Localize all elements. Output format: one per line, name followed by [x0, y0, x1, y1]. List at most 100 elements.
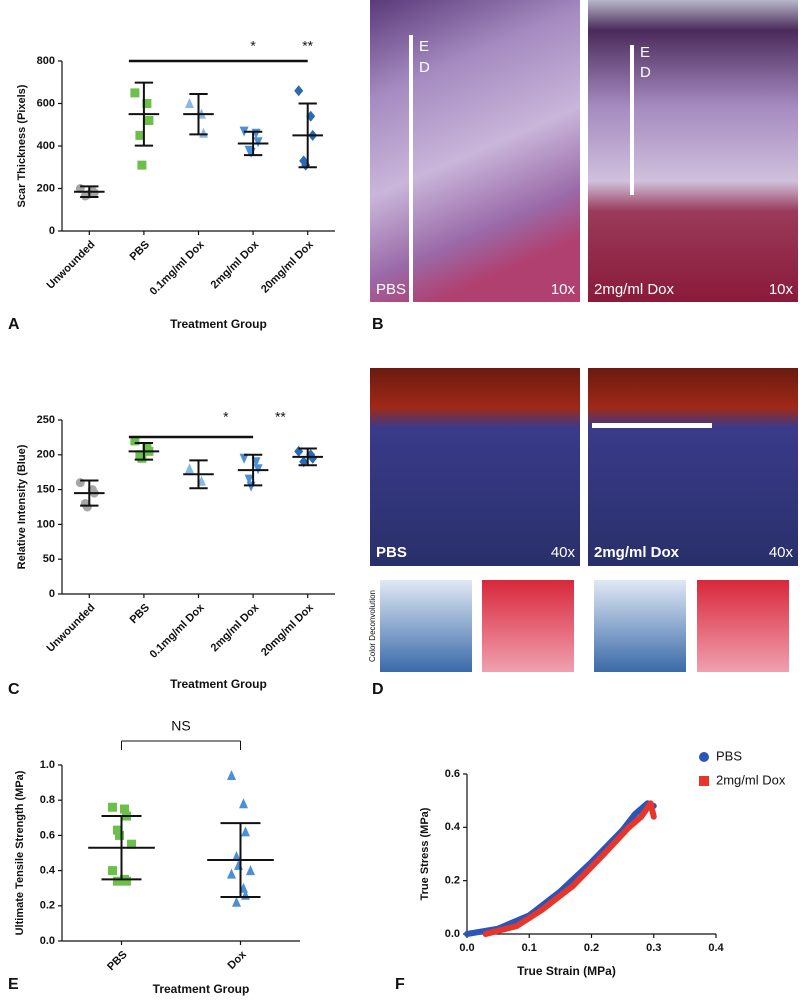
x-tick-label: 2mg/ml Dox — [209, 238, 262, 291]
y-tick-label: 1.0 — [40, 759, 55, 771]
point — [227, 770, 236, 781]
annotation: * — [250, 38, 256, 54]
y-tick-label: 0.2 — [40, 900, 55, 912]
panel-label: C — [8, 681, 20, 698]
annotation: ** — [275, 409, 286, 425]
point — [239, 453, 249, 464]
y-tick-label: 400 — [37, 140, 55, 152]
x-tick-label: Unwounded — [44, 602, 97, 655]
point — [82, 502, 92, 512]
annotation: * — [223, 409, 229, 425]
x-axis-title: Treatment Group — [170, 317, 267, 331]
y-tick-label: 200 — [37, 449, 55, 461]
y-tick-label: 0.6 — [445, 768, 460, 780]
y-axis-title: Scar Thickness (Pixels) — [16, 84, 28, 207]
point — [108, 802, 117, 812]
micrograph-b: E D E D PBS 10x 2mg/ml Dox 10x — [370, 0, 798, 302]
y-tick-label: 0.6 — [40, 829, 55, 841]
y-tick-label: 0.2 — [445, 875, 460, 887]
point — [75, 478, 85, 488]
gap — [592, 423, 712, 428]
x-tick-label: 0.2 — [584, 942, 599, 954]
y-tick-label: 0 — [49, 225, 55, 237]
deconv-red — [697, 580, 789, 672]
point — [89, 188, 99, 198]
point — [253, 137, 263, 148]
legend-label: 2mg/ml Dox — [716, 772, 786, 787]
annotation: ** — [302, 38, 313, 54]
y-axis-title: Relative Intensity (Blue) — [16, 444, 28, 569]
y-tick-label: 50 — [43, 553, 55, 565]
y-tick-label: 150 — [37, 484, 55, 496]
x-tick-label: 0.1mg/ml Dox — [148, 238, 208, 298]
layer-label: E — [419, 38, 429, 55]
point — [122, 876, 131, 886]
x-tick-label: PBS — [128, 602, 152, 626]
y-axis-title: True Stress (MPa) — [419, 807, 431, 900]
image-dox-40x — [588, 368, 798, 566]
point — [120, 804, 129, 814]
panel-label: E — [8, 976, 19, 993]
point — [244, 474, 254, 485]
x-tick-label: Unwounded — [44, 239, 97, 292]
micrograph-d: PBS 40x 2mg/ml Dox 40x Color Deconvoluti… — [368, 368, 798, 672]
x-axis-title: Treatment Group — [153, 982, 250, 996]
point — [199, 127, 208, 138]
point — [108, 866, 117, 876]
image-pbs-40x — [370, 368, 580, 566]
image-label: PBS — [376, 544, 407, 561]
point — [127, 839, 136, 849]
x-tick-label: PBS — [128, 239, 152, 263]
image-label: 2mg/ml Dox — [594, 281, 675, 298]
y-tick-label: 0.4 — [40, 865, 56, 877]
image-dox-10x — [588, 0, 798, 302]
y-tick-label: 0.0 — [40, 935, 55, 947]
magnification: 40x — [769, 544, 794, 561]
point — [294, 445, 304, 457]
deconv-blue — [380, 580, 472, 672]
deconvolution-label: Color Deconvolution — [368, 590, 377, 662]
point — [113, 825, 122, 835]
point — [246, 481, 256, 492]
point — [130, 436, 140, 446]
magnification: 10x — [551, 281, 576, 298]
point — [115, 830, 124, 840]
point — [144, 116, 154, 125]
y-tick-label: 100 — [37, 518, 55, 530]
x-tick-label: 0.3 — [646, 942, 661, 954]
magnification: 40x — [551, 544, 576, 561]
point — [232, 896, 241, 907]
x-axis-title: True Strain (MPa) — [517, 964, 616, 978]
x-tick-label: 20mg/ml Dox — [259, 238, 317, 296]
point — [185, 463, 194, 474]
x-tick-label: 0.4 — [708, 942, 724, 954]
deconv-red — [482, 580, 574, 672]
x-tick-label: PBS — [105, 949, 129, 973]
point — [113, 876, 122, 886]
legend-marker — [699, 776, 709, 786]
y-tick-label: 800 — [37, 55, 55, 67]
point — [294, 85, 304, 97]
scale-bar — [409, 35, 413, 302]
y-axis-title: Ultimate Tensile Strength (MPa) — [14, 770, 26, 935]
annotation: NS — [171, 718, 190, 734]
point — [239, 798, 248, 809]
point — [232, 851, 241, 862]
x-tick-label: 0.1mg/ml Dox — [148, 601, 208, 661]
series-line — [464, 800, 657, 937]
y-tick-label: 0.4 — [445, 821, 461, 833]
point — [135, 130, 145, 140]
point — [308, 452, 318, 464]
legend-label: PBS — [716, 748, 742, 763]
layer-label: D — [640, 64, 651, 81]
point — [227, 868, 236, 879]
point — [241, 826, 250, 837]
x-axis-title: Treatment Group — [170, 677, 267, 691]
panel-label: B — [372, 316, 384, 333]
y-tick-label: 0.8 — [40, 794, 55, 806]
point — [185, 98, 194, 108]
point — [137, 453, 147, 463]
point — [130, 88, 140, 98]
image-label: 2mg/ml Dox — [594, 544, 680, 561]
